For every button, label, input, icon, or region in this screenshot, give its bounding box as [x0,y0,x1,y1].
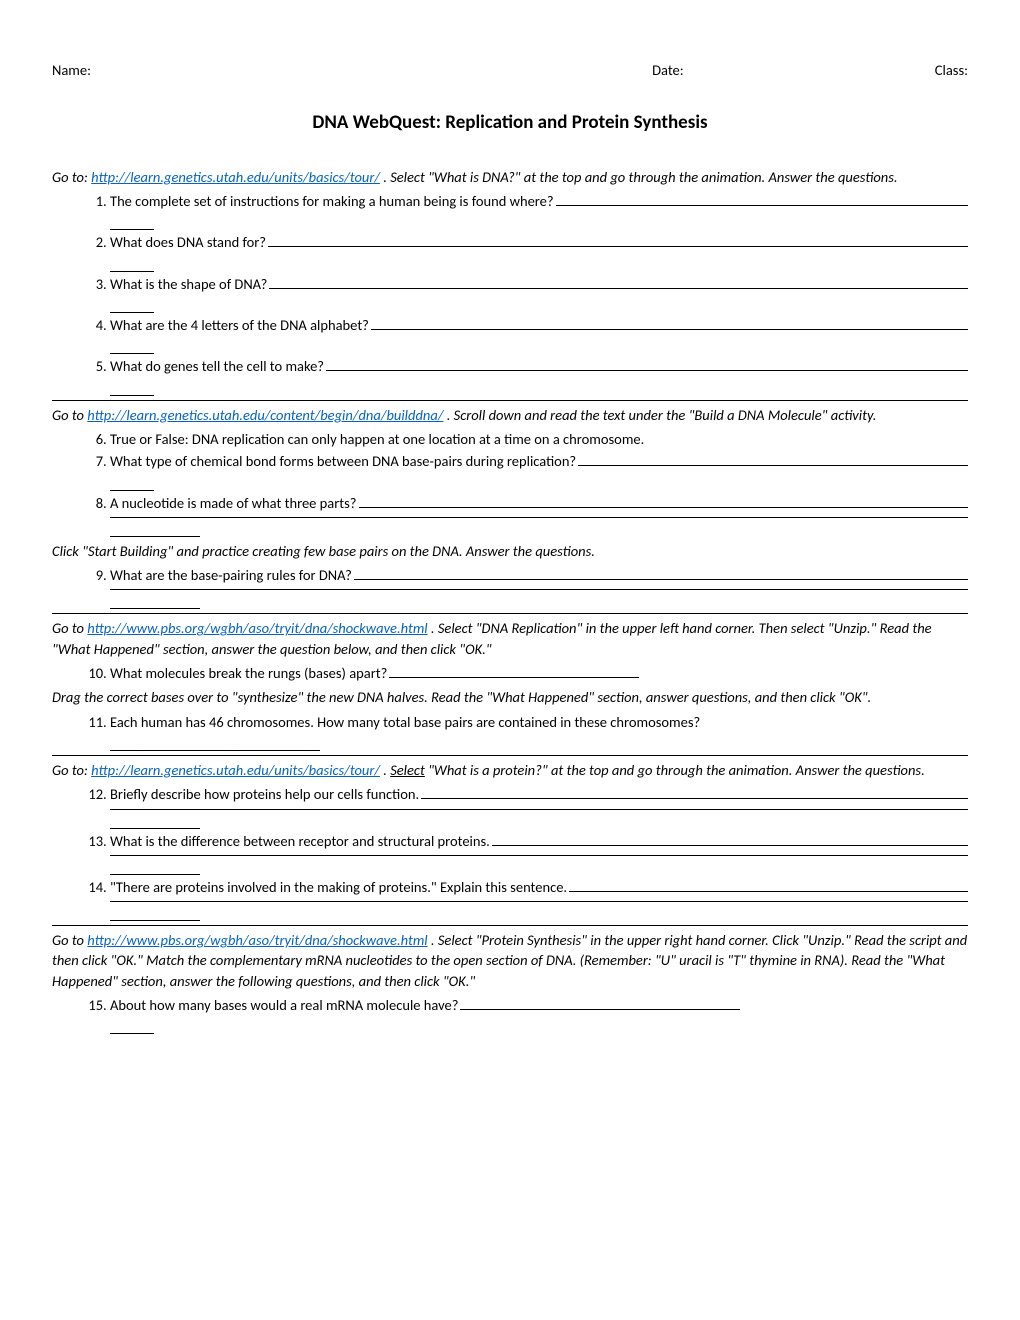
question-list-12: Briefly describe how proteins help our c… [52,784,968,804]
question-list-13: What is the difference between receptor … [52,831,968,851]
question-list-10: What molecules break the rungs (bases) a… [52,663,968,683]
sec5-pre: Go to [52,931,87,949]
sec1-post: . Select "What is DNA?" at the top and g… [380,168,898,186]
divider [52,925,968,926]
question-list-9: What are the base-pairing rules for DNA? [52,565,968,585]
q5: What do genes tell the cell to make? [110,356,968,376]
question-list-2: What does DNA stand for? [52,232,968,252]
q11: Each human has 46 chromosomes. How many … [110,712,968,732]
sec4-link[interactable]: http://learn.genetics.utah.edu/units/bas… [91,761,380,779]
divider [52,400,968,401]
sec1-link[interactable]: http://learn.genetics.utah.edu/units/bas… [91,168,380,186]
sec4-intro: Go to: http://learn.genetics.utah.edu/un… [52,760,968,780]
q1: The complete set of instructions for mak… [110,191,968,211]
sec1-intro: Go to: http://learn.genetics.utah.edu/un… [52,167,968,187]
question-list-4: What are the 4 letters of the DNA alphab… [52,315,968,335]
sec2-intro: Go to http://learn.genetics.utah.edu/con… [52,405,968,425]
question-list-6: True or False: DNA replication can only … [52,429,968,472]
divider [52,613,968,614]
q10: What molecules break the rungs (bases) a… [110,663,968,683]
header-row: Name: Date: Class: [52,60,968,80]
question-list-1: The complete set of instructions for mak… [52,191,968,211]
blank-line [110,589,968,590]
blank [110,1033,154,1034]
blank [110,229,154,230]
sec3-pre: Go to [52,619,87,637]
sec4-pre: Go to: [52,761,91,779]
blank [110,353,154,354]
sec1-pre: Go to: [52,168,91,186]
date-label: Date: [652,60,684,80]
q3: What is the shape of DNA? [110,274,968,294]
sec2-post: . Scroll down and read the text under th… [443,406,876,424]
sec4-select: Select [390,761,425,779]
blank [110,920,200,921]
blank-line [110,809,968,810]
sec4-dot: . [380,761,390,779]
class-label: Class: [935,60,968,80]
q6: True or False: DNA replication can only … [110,429,968,449]
question-list-11: Each human has 46 chromosomes. How many … [52,712,968,732]
q8: A nucleotide is made of what three parts… [110,493,968,513]
blank-line [110,517,968,518]
q7: What type of chemical bond forms between… [110,451,968,471]
q15: About how many bases would a real mRNA m… [110,995,968,1015]
blank [110,874,200,875]
sec5-intro: Go to http://www.pbs.org/wgbh/aso/tryit/… [52,930,968,991]
blank-line [110,901,968,902]
name-label: Name: [52,60,91,80]
blank [110,828,200,829]
divider [52,755,968,756]
blank [110,536,200,537]
blank-line [110,855,968,856]
question-list-8: A nucleotide is made of what three parts… [52,493,968,513]
q4: What are the 4 letters of the DNA alphab… [110,315,968,335]
question-list-3: What is the shape of DNA? [52,274,968,294]
q9: What are the base-pairing rules for DNA? [110,565,968,585]
q14: "There are proteins involved in the maki… [110,877,968,897]
question-list-15: About how many bases would a real mRNA m… [52,995,968,1015]
sec5-link[interactable]: http://www.pbs.org/wgbh/aso/tryit/dna/sh… [87,931,427,949]
blank [110,395,154,396]
sec2-click: Click "Start Building" and practice crea… [52,541,968,561]
sec4-post: "What is a protein?" at the top and go t… [425,761,925,779]
sec3-drag: Drag the correct bases over to "synthesi… [52,687,968,707]
q13: What is the difference between receptor … [110,831,968,851]
blank [110,608,200,609]
sec3-intro: Go to http://www.pbs.org/wgbh/aso/tryit/… [52,618,968,659]
q12: Briefly describe how proteins help our c… [110,784,968,804]
blank [110,271,154,272]
question-list-5: What do genes tell the cell to make? [52,356,968,376]
question-list-14: "There are proteins involved in the maki… [52,877,968,897]
blank [110,312,154,313]
sec2-pre: Go to [52,406,87,424]
sec3-link[interactable]: http://www.pbs.org/wgbh/aso/tryit/dna/sh… [87,619,427,637]
sec2-link[interactable]: http://learn.genetics.utah.edu/content/b… [87,406,443,424]
blank [110,750,320,751]
blank [110,490,154,491]
page-title: DNA WebQuest: Replication and Protein Sy… [52,110,968,137]
q2: What does DNA stand for? [110,232,968,252]
